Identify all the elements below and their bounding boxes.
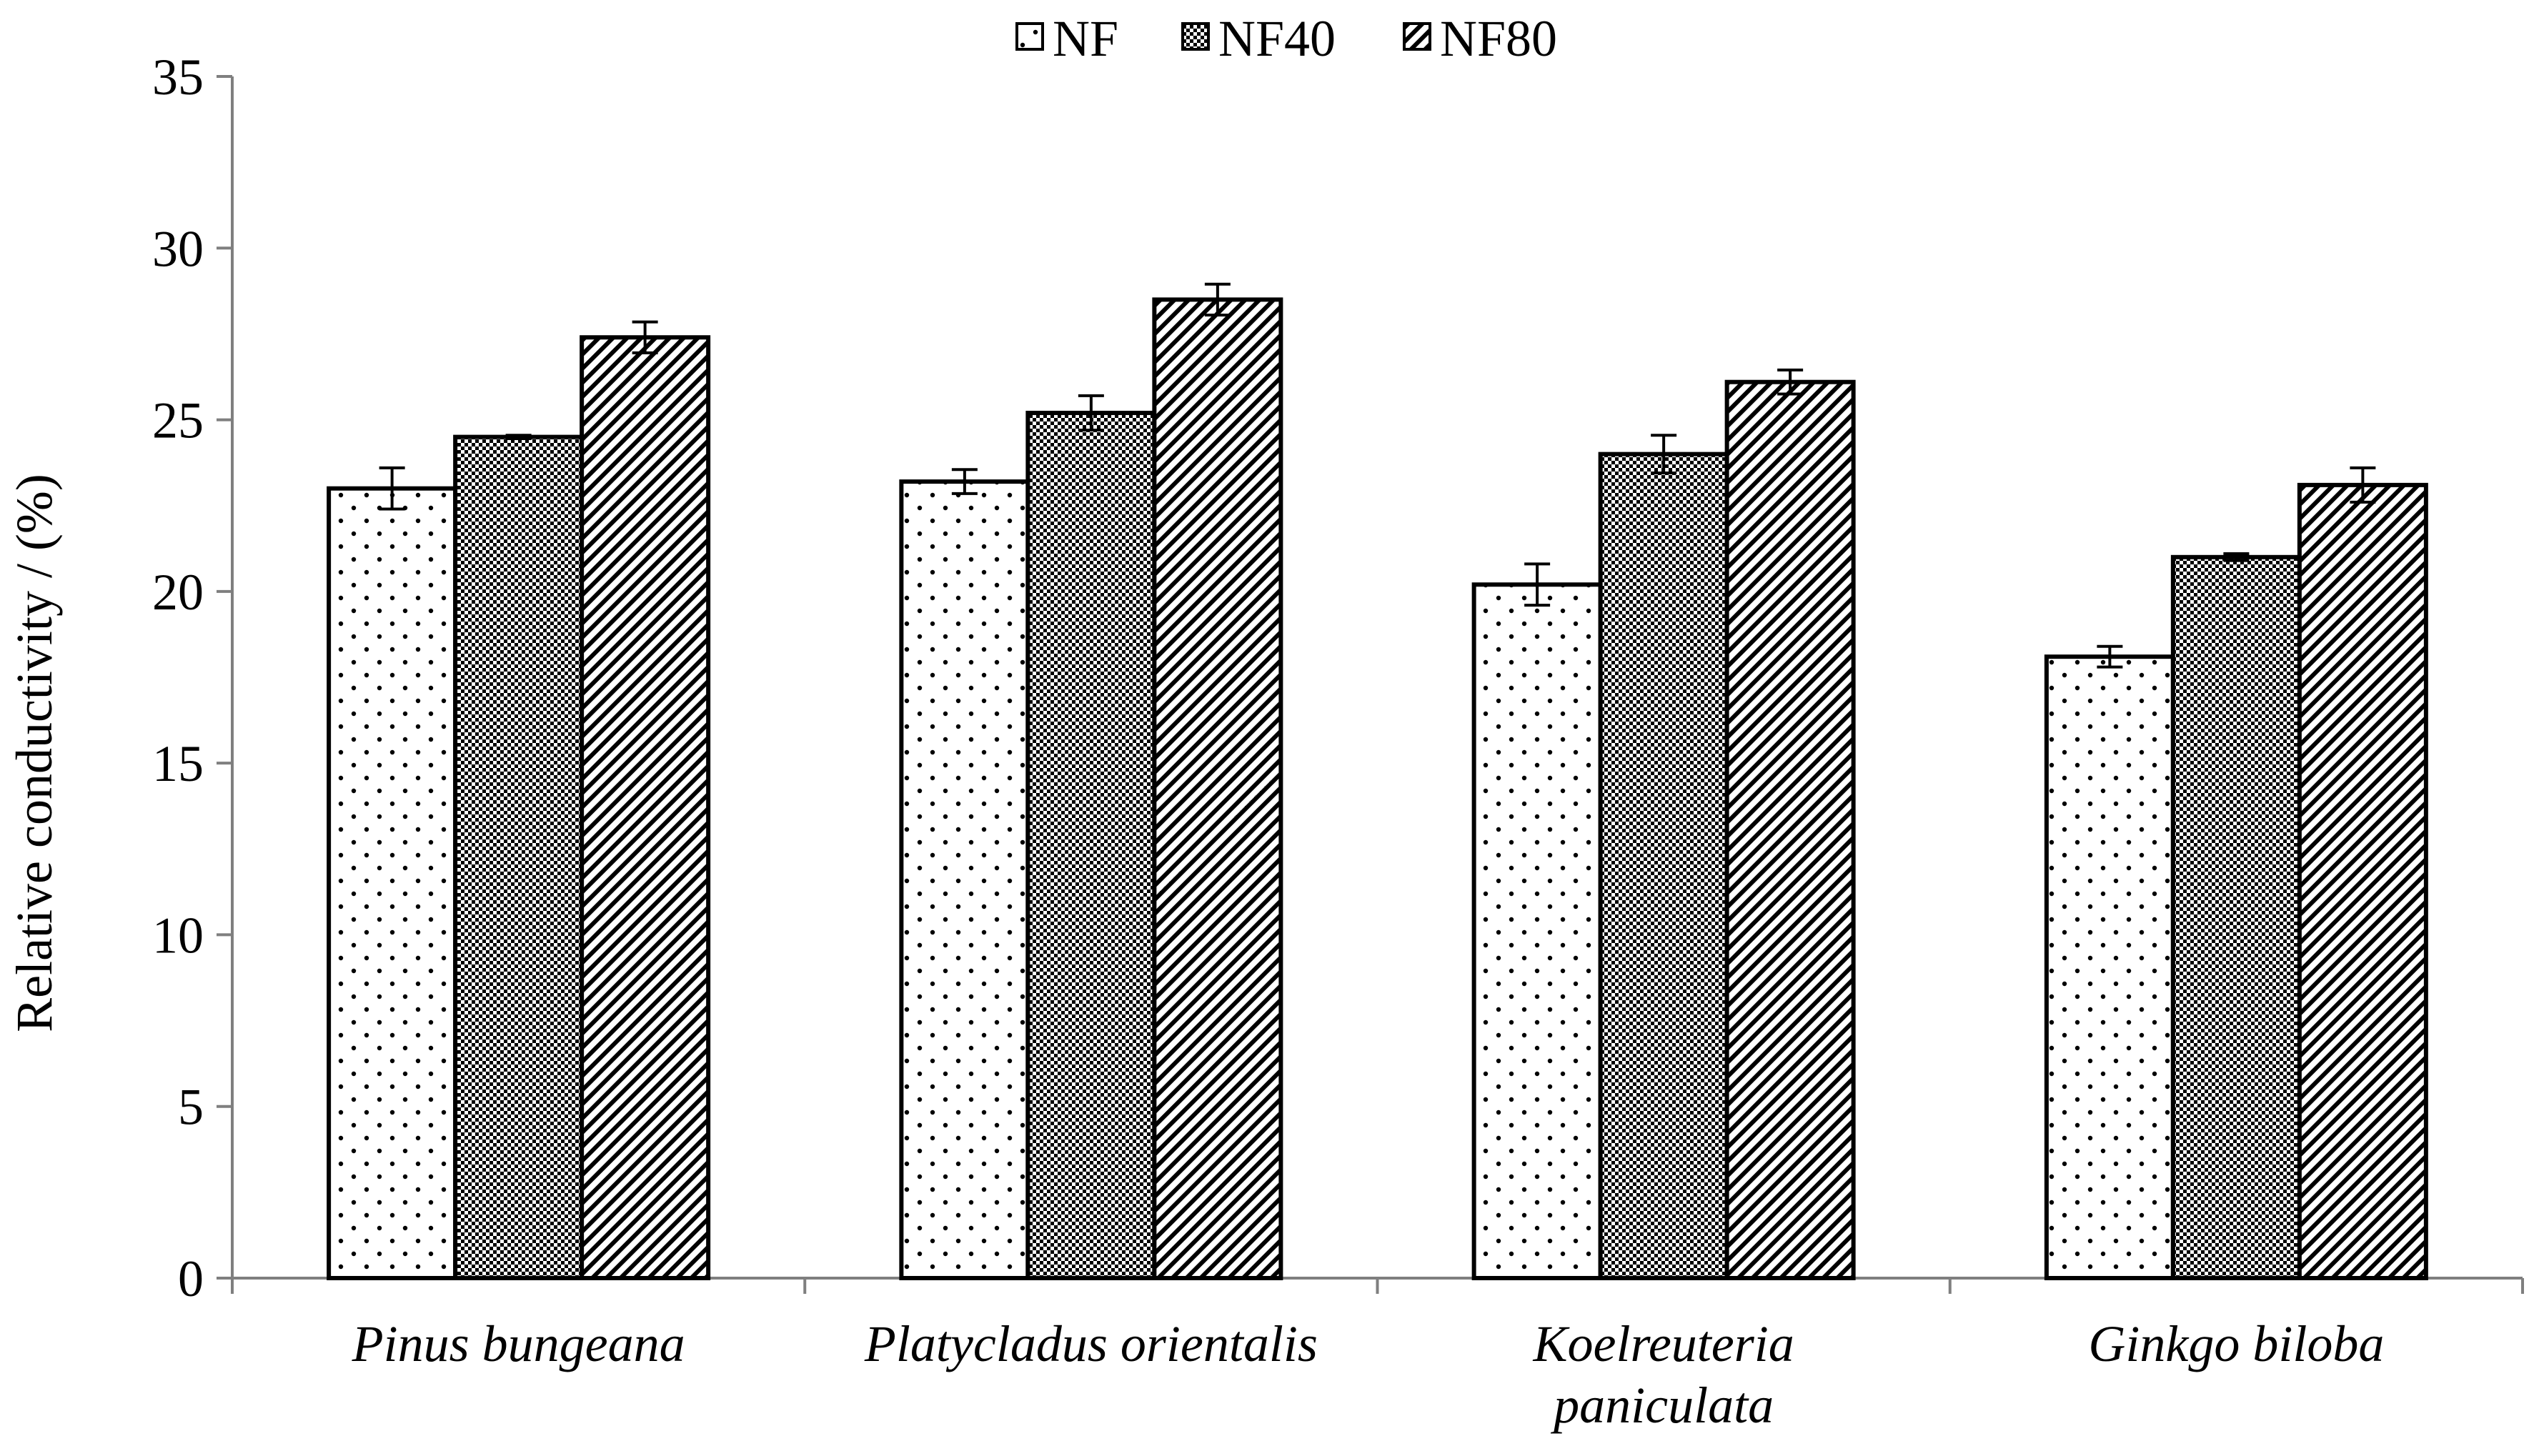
y-axis-title: Relative conductivity / (%) <box>6 474 63 1032</box>
x-category-label: paniculata <box>1550 1377 1774 1434</box>
x-category-label: Platycladus orientalis <box>864 1315 1318 1372</box>
bars <box>327 297 2428 1281</box>
bar-nf <box>327 486 458 1281</box>
legend-swatch-nf40 <box>1181 22 1210 51</box>
bar-nf80 <box>1152 297 1283 1280</box>
bar-nf80 <box>1724 379 1856 1280</box>
bar-nf80 <box>580 335 711 1281</box>
y-tick-label: 15 <box>152 735 204 792</box>
y-tick-label: 20 <box>152 564 204 621</box>
x-axis: Pinus bungeana Platycladus orientalis Koel… <box>231 1277 2524 1434</box>
error-bar <box>2223 552 2250 562</box>
legend-swatch-nf <box>1015 22 1044 51</box>
y-tick-label: 5 <box>178 1079 204 1136</box>
y-tick-label: 25 <box>152 392 204 449</box>
legend-label-nf: NF <box>1053 10 1118 67</box>
error-bar <box>2350 466 2376 504</box>
error-bar <box>1651 434 1677 475</box>
error-bar <box>632 320 658 354</box>
error-bar <box>951 468 978 495</box>
bar-nf <box>2044 654 2175 1280</box>
error-bar <box>505 434 532 441</box>
bar-nf <box>899 479 1030 1280</box>
bar-nf <box>1471 582 1603 1280</box>
bar-nf40 <box>1025 410 1157 1281</box>
y-tick-label: 35 <box>152 49 204 106</box>
bar-nf40 <box>2170 554 2302 1280</box>
error-bars <box>379 282 2376 669</box>
y-tick-label: 30 <box>152 220 204 277</box>
legend: NF NF40 NF80 <box>1015 10 1557 67</box>
error-bar <box>2097 644 2123 669</box>
legend-label-nf40: NF40 <box>1218 10 1336 67</box>
error-bar <box>379 466 405 511</box>
x-category-label: Koelreuteria <box>1532 1315 1794 1372</box>
y-tick-label: 0 <box>178 1250 204 1307</box>
bar-nf80 <box>2297 482 2428 1280</box>
y-axis: 0 5 10 15 20 25 30 35 <box>152 49 234 1307</box>
legend-label-nf80: NF80 <box>1440 10 1557 67</box>
error-bar <box>1078 394 1104 432</box>
y-tick-label: 10 <box>152 907 204 964</box>
legend-swatch-nf80 <box>1403 22 1431 51</box>
bar-nf40 <box>453 434 585 1280</box>
bar-nf40 <box>1598 452 1729 1281</box>
x-category-label: Pinus bungeana <box>352 1315 685 1372</box>
x-category-label: Ginkgo biloba <box>2088 1315 2384 1372</box>
error-bar <box>1777 368 1804 396</box>
error-bar <box>1204 282 1231 316</box>
error-bar <box>1524 562 1551 607</box>
